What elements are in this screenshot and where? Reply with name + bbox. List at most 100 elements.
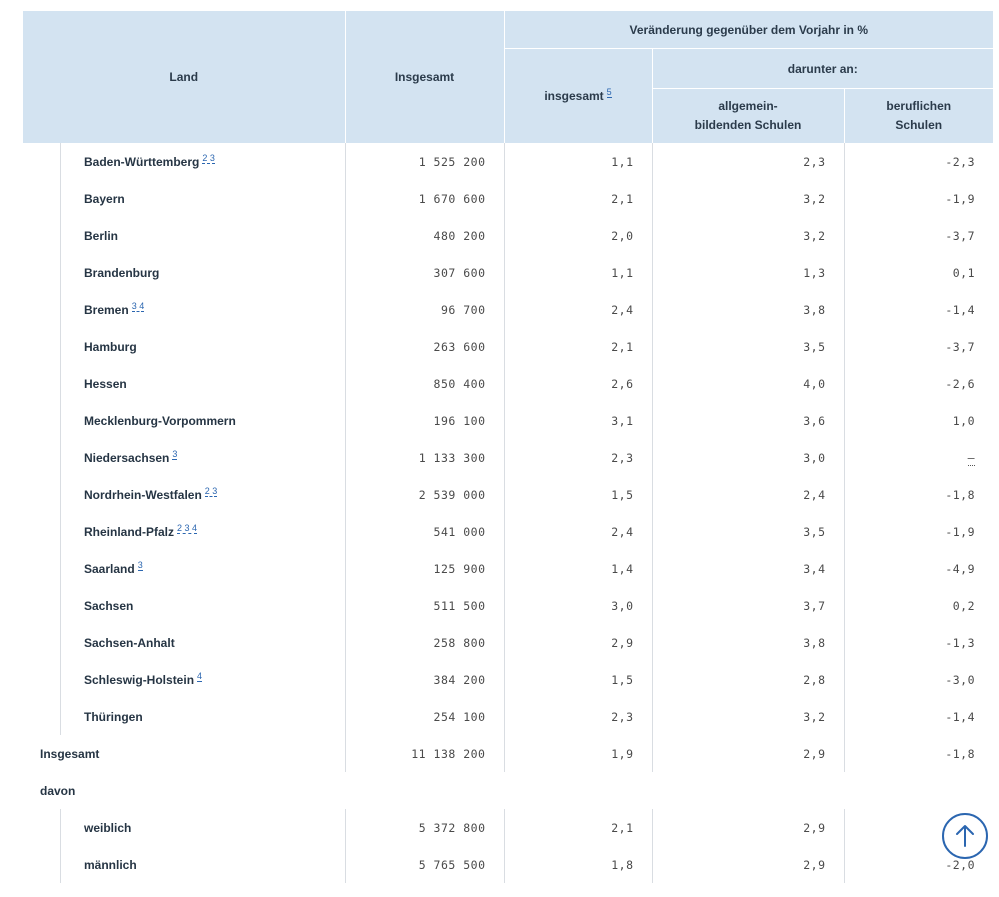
change-beruflich-value: -3,7 [843, 328, 994, 365]
total-value: 5 765 500 [344, 846, 504, 883]
total-value: 541 000 [344, 513, 504, 550]
change-allgemein-value: 3,2 [651, 180, 844, 217]
footnote-link[interactable]: 3 [137, 559, 143, 571]
land-cell: Hamburg [23, 328, 345, 365]
table-row: Hessen 850 400 2,6 4,0 -2,6 [23, 365, 994, 402]
land-cell: Sachsen [23, 587, 345, 624]
davon-row: davon [23, 772, 993, 809]
change-allgemein-value: 2,9 [651, 809, 844, 846]
header-allgemeinbildend: allgemein-bildenden Schulen [651, 88, 844, 143]
change-allgemein-value: 3,4 [651, 550, 844, 587]
change-total-value: 1,5 [503, 476, 652, 513]
land-name: Sachsen [84, 598, 134, 613]
table-row: Insgesamt 11 138 200 1,9 2,9 -1,8 [23, 735, 994, 772]
land-name: Niedersachsen [84, 450, 170, 465]
land-name: Bremen [84, 302, 129, 317]
footnote-link[interactable]: 2 3 [202, 152, 215, 164]
land-cell: männlich [23, 846, 345, 883]
land-cell: Schleswig-Holstein 4 [23, 661, 345, 698]
change-allgemein-value: 3,2 [651, 217, 844, 254]
change-allgemein-value: 3,8 [651, 291, 844, 328]
total-value: 511 500 [344, 587, 504, 624]
table-row: Brandenburg 307 600 1,1 1,3 0,1 [23, 254, 994, 291]
change-allgemein-value: 2,8 [651, 661, 844, 698]
change-allgemein-value: 3,6 [651, 402, 844, 439]
scroll-to-top-button[interactable] [942, 813, 988, 859]
table-row: Berlin 480 200 2,0 3,2 -3,7 [23, 217, 994, 254]
land-cell: Berlin [23, 217, 345, 254]
change-allgemein-value: 3,0 [651, 439, 844, 476]
change-beruflich-value: -1,4 [843, 698, 994, 735]
footnote-link[interactable]: 3 [172, 448, 178, 460]
change-total-value: 2,1 [503, 809, 652, 846]
total-value: 96 700 [344, 291, 504, 328]
change-beruflich-value: – [843, 439, 994, 476]
total-value: 254 100 [344, 698, 504, 735]
land-cell: weiblich [23, 809, 345, 846]
land-name: Bayern [84, 191, 125, 206]
change-total-value: 2,4 [503, 513, 652, 550]
change-total-value: 2,1 [503, 180, 652, 217]
change-allgemein-value: 3,5 [651, 328, 844, 365]
footnote-link[interactable]: 4 [197, 670, 203, 682]
table-row: Sachsen-Anhalt 258 800 2,9 3,8 -1,3 [23, 624, 994, 661]
table-row: Bayern 1 670 600 2,1 3,2 -1,9 [23, 180, 994, 217]
land-cell: Insgesamt [23, 735, 345, 772]
change-beruflich-value: -3,7 [843, 217, 994, 254]
table-row: Schleswig-Holstein 4 384 200 1,5 2,8 -3,0 [23, 661, 994, 698]
land-name: Rheinland-Pfalz [84, 524, 175, 539]
change-allgemein-value: 3,8 [651, 624, 844, 661]
change-total-value: 1,1 [503, 143, 652, 180]
footnote-link[interactable]: 2 3 4 [177, 522, 198, 534]
footnote-link[interactable]: 2 3 [204, 485, 218, 497]
land-cell: Thüringen [23, 698, 345, 735]
change-beruflich-value: 1,0 [843, 402, 994, 439]
land-cell: Baden-Württemberg 2 3 [23, 143, 345, 180]
change-beruflich-value: -1,4 [843, 291, 994, 328]
total-value: 1 133 300 [344, 439, 504, 476]
header-change-total: insgesamt 5 [503, 48, 652, 143]
header-darunter: darunter an: [651, 48, 994, 89]
land-name: Brandenburg [84, 265, 160, 280]
total-value: 2 539 000 [344, 476, 504, 513]
table-row: Thüringen 254 100 2,3 3,2 -1,4 [23, 698, 994, 735]
change-total-value: 2,1 [503, 328, 652, 365]
footnote-link[interactable]: 3 4 [131, 300, 145, 312]
table-row: Bremen 3 4 96 700 2,4 3,8 -1,4 [23, 291, 994, 328]
change-beruflich-value: 0,2 [843, 587, 994, 624]
land-cell: Niedersachsen 3 [23, 439, 345, 476]
statistics-table-container: Land Insgesamt Veränderung gegenüber dem… [23, 11, 994, 883]
change-total-value: 3,1 [503, 402, 652, 439]
change-allgemein-value: 2,9 [651, 735, 844, 772]
change-total-value: 2,6 [503, 365, 652, 402]
change-allgemein-value: 3,2 [651, 698, 844, 735]
change-total-value: 1,4 [503, 550, 652, 587]
table-row: männlich 5 765 500 1,8 2,9 -2,0 [23, 846, 994, 883]
total-value: 263 600 [344, 328, 504, 365]
change-total-value: 2,3 [503, 698, 652, 735]
table-row: Hamburg 263 600 2,1 3,5 -3,7 [23, 328, 994, 365]
change-beruflich-value: -1,9 [843, 513, 994, 550]
change-beruflich-value: -1,9 [843, 180, 994, 217]
land-cell: Rheinland-Pfalz 2 3 4 [23, 513, 345, 550]
change-allgemein-value: 3,5 [651, 513, 844, 550]
land-name: Thüringen [84, 709, 143, 724]
land-cell: Nordrhein-Westfalen 2 3 [23, 476, 345, 513]
change-beruflich-value: -2,3 [843, 143, 994, 180]
header-land: Land [23, 11, 345, 143]
total-value: 258 800 [344, 624, 504, 661]
table-header: Land Insgesamt Veränderung gegenüber dem… [23, 11, 994, 143]
land-cell: Brandenburg [23, 254, 345, 291]
total-value: 384 200 [344, 661, 504, 698]
total-value: 307 600 [344, 254, 504, 291]
total-value: 480 200 [344, 217, 504, 254]
land-cell: Saarland 3 [23, 550, 345, 587]
change-total-value: 1,8 [503, 846, 652, 883]
footnote-link[interactable]: 5 [606, 87, 612, 98]
land-name: Berlin [84, 228, 119, 243]
land-name: weiblich [84, 820, 132, 835]
change-beruflich-value: -1,3 [843, 624, 994, 661]
change-total-value: 1,9 [503, 735, 652, 772]
davon-label: davon [40, 783, 76, 798]
